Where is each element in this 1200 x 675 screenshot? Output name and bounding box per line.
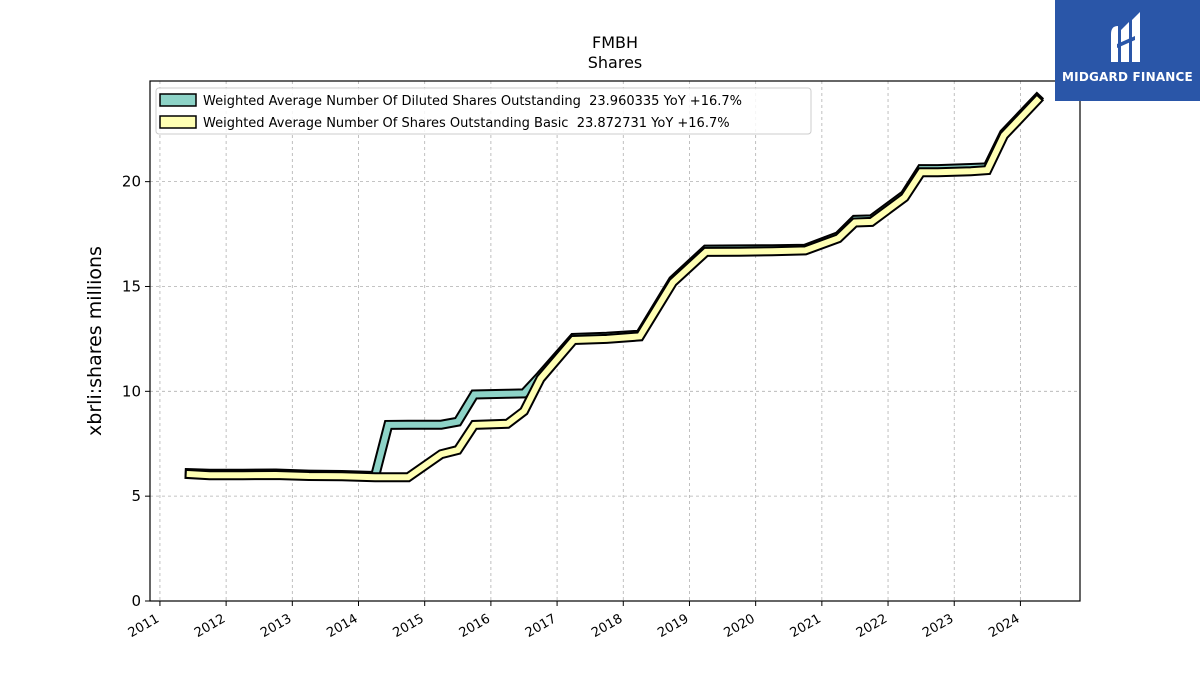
midgard-finance-logo: MIDGARD FINANCE bbox=[1055, 0, 1200, 101]
legend-label-basic: Weighted Average Number Of Shares Outsta… bbox=[203, 116, 730, 131]
legend: Weighted Average Number Of Diluted Share… bbox=[155, 87, 812, 135]
x-tick-label: 2016 bbox=[457, 611, 493, 641]
x-tick-label: 2013 bbox=[258, 611, 294, 641]
y-tick-label: 10 bbox=[122, 382, 141, 400]
series-lines bbox=[184, 91, 1045, 483]
chart-subtitle: Shares bbox=[588, 53, 643, 72]
x-tick-label: 2021 bbox=[788, 611, 824, 641]
x-tick-label: 2017 bbox=[523, 611, 559, 641]
x-tick-label: 2019 bbox=[655, 611, 691, 641]
y-axis-label: xbrli:shares millions bbox=[84, 246, 106, 436]
x-tick-label: 2018 bbox=[589, 611, 625, 641]
y-tick-label: 0 bbox=[131, 592, 141, 610]
series-line-0 bbox=[186, 94, 1042, 480]
series-outline-1 bbox=[184, 93, 1045, 483]
x-tick-label: 2015 bbox=[391, 611, 427, 641]
series-line-1 bbox=[186, 96, 1042, 481]
x-tick-label: 2011 bbox=[126, 611, 162, 641]
legend-frame bbox=[155, 87, 812, 135]
y-tick-label: 5 bbox=[131, 487, 141, 505]
series-outline-0 bbox=[184, 91, 1045, 482]
legend-label-diluted: Weighted Average Number Of Diluted Share… bbox=[203, 94, 742, 109]
x-tick-label: 2012 bbox=[192, 611, 228, 641]
y-tick-label: 15 bbox=[122, 277, 141, 295]
legend-swatch-basic bbox=[159, 115, 197, 129]
grid-lines bbox=[150, 81, 1080, 602]
y-tick-label: 20 bbox=[122, 173, 141, 191]
chart-title: FMBH bbox=[592, 33, 638, 52]
x-tick-label: 2014 bbox=[324, 611, 360, 641]
x-tick-label: 2023 bbox=[920, 611, 956, 641]
legend-swatch-diluted bbox=[159, 93, 197, 107]
axes: 2011 2012 2013 2014 2015 2016 2017 2018 2019 2020… bbox=[122, 173, 1023, 641]
logo-mark-icon bbox=[1111, 12, 1140, 62]
plot-frame bbox=[149, 80, 1081, 602]
x-tick-label: 2024 bbox=[986, 611, 1022, 641]
x-tick-label: 2020 bbox=[721, 611, 757, 641]
logo-text: MIDGARD FINANCE bbox=[1062, 70, 1193, 84]
x-tick-label: 2022 bbox=[854, 611, 890, 641]
